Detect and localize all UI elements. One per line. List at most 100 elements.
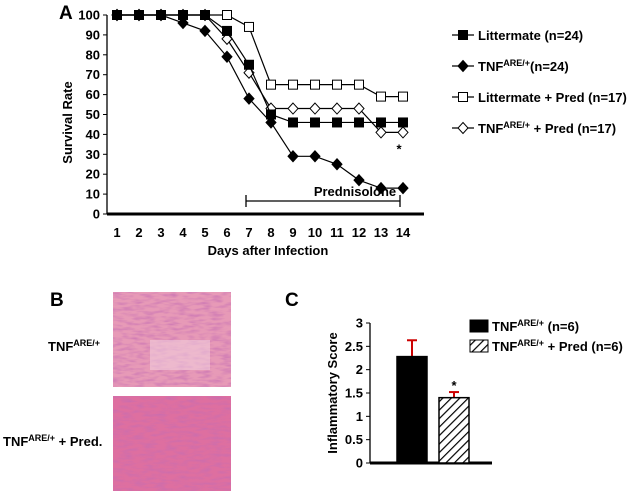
legend-label-main: Littermate (n=24) [478, 28, 583, 43]
x-tick-label: 13 [374, 225, 388, 240]
legend-label-main: TNF [478, 59, 503, 74]
histology-panel: TNFARE/+ TNFARE/+ + Pred. [3, 292, 231, 491]
y-tick-label: 100 [78, 8, 100, 23]
data-point [222, 25, 232, 36]
data-point [354, 117, 364, 128]
legend-label: TNFARE/+ + Pred (n=17) [478, 120, 616, 136]
y-tick-label: 50 [86, 107, 100, 122]
data-point [375, 126, 387, 139]
legend-label-rest: + Pred (n=17) [530, 121, 616, 136]
legend-label: Littermate + Pred (n=17) [478, 90, 627, 105]
data-point [243, 92, 255, 105]
series-line [117, 14, 403, 134]
data-point [221, 50, 233, 64]
histology-label-untreated: TNFARE/+ [48, 338, 100, 354]
legend-marker [457, 59, 469, 73]
data-point [353, 102, 365, 115]
x-tick-label: 3 [157, 225, 164, 240]
legend-label-main: TNF [492, 319, 517, 334]
legend-swatch [469, 339, 489, 353]
data-point [133, 8, 145, 22]
legend-label-sup: ARE/+ [503, 120, 530, 130]
histology-image-untreated [113, 292, 231, 387]
y-tick-label: 40 [86, 127, 100, 142]
significance-star: * [396, 141, 402, 156]
y-tick-label: 20 [86, 167, 100, 182]
data-point [200, 10, 210, 20]
y-tick-label: 0.5 [345, 432, 363, 447]
x-tick-label: 10 [308, 225, 322, 240]
bar [396, 355, 428, 464]
data-point [111, 8, 123, 22]
x-tick-label: 1 [113, 225, 120, 240]
y-axis-title: Inflammatory Score [325, 332, 340, 453]
x-tick-label: 11 [330, 225, 344, 240]
histology-label-treated: TNFARE/+ + Pred. [3, 433, 102, 449]
x-tick-label: 2 [135, 225, 142, 240]
y-axis-title: Survival Rate [60, 81, 75, 163]
data-point [199, 24, 211, 38]
data-point [244, 21, 254, 32]
data-point [266, 79, 276, 90]
y-tick-label: 70 [86, 67, 100, 82]
series-2 [112, 10, 408, 102]
data-point [177, 16, 189, 30]
x-tick-label: 12 [352, 225, 366, 240]
y-tick-label: 90 [86, 27, 100, 42]
data-point [397, 126, 409, 139]
histology-image-treated [113, 396, 231, 491]
data-point [288, 117, 298, 128]
x-tick-label: 9 [289, 225, 296, 240]
y-tick-label: 80 [86, 47, 100, 62]
data-point [244, 59, 254, 70]
data-point [376, 91, 386, 102]
y-tick-label: 2.5 [345, 339, 363, 354]
data-point [332, 117, 342, 128]
y-tick-label: 0 [356, 456, 363, 471]
y-tick-label: 30 [86, 147, 100, 162]
x-tick-label: 14 [396, 225, 411, 240]
panel-label-c: C [285, 290, 299, 311]
y-tick-label: 60 [86, 87, 100, 102]
legend-label-sup: ARE/+ [503, 58, 530, 68]
y-tick-label: 0 [93, 207, 100, 222]
data-point [265, 116, 277, 129]
y-tick-label: 1.5 [345, 386, 363, 401]
legend-swatch [469, 319, 489, 333]
data-point [397, 181, 409, 195]
series-line [117, 14, 403, 189]
data-point [309, 102, 321, 115]
data-point [287, 150, 299, 163]
legend-label: TNFARE/+ + Pred (n=6) [492, 338, 623, 354]
data-point [354, 79, 364, 90]
series-1 [111, 8, 409, 195]
legend-marker [457, 121, 469, 135]
data-point [331, 102, 343, 115]
data-point [309, 150, 321, 163]
legend-label-rest: (n=6) [544, 319, 579, 334]
data-point [310, 79, 320, 90]
legend-marker [458, 30, 468, 40]
legend-marker [458, 92, 468, 102]
x-tick-label: 8 [267, 225, 274, 240]
legend-label: TNFARE/+ (n=6) [492, 318, 579, 334]
bar [438, 396, 470, 464]
x-axis-title: Days after Infection [208, 243, 329, 258]
data-point [375, 181, 387, 195]
legend-label-rest: + Pred (n=6) [544, 339, 623, 354]
data-point [287, 102, 299, 115]
data-point [288, 79, 298, 90]
data-point [222, 10, 232, 20]
legend-label: Littermate (n=24) [478, 28, 583, 43]
x-tick-label: 7 [245, 225, 252, 240]
legend-label-sup: ARE/+ [517, 318, 544, 328]
x-tick-label: 4 [179, 225, 187, 240]
significance-star: * [451, 378, 457, 393]
legend-label-main: Littermate + Pred (n=17) [478, 90, 627, 105]
legend-label-rest: (n=24) [530, 59, 569, 74]
panel-label-a: A [59, 3, 73, 24]
prednisolone-label: Prednisolone [314, 184, 396, 199]
